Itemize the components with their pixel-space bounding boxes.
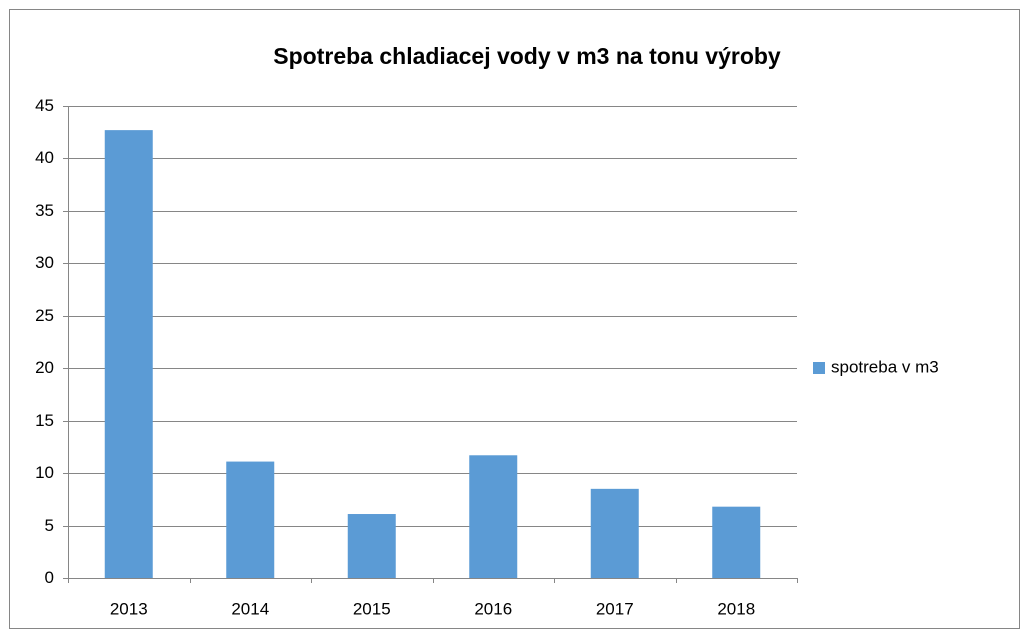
y-tick-label: 5 bbox=[45, 516, 54, 535]
y-tick-label: 40 bbox=[35, 148, 54, 167]
y-tick-label: 10 bbox=[35, 463, 54, 482]
bar bbox=[469, 455, 518, 578]
chart-title: Spotreba chladiacej vody v m3 na tonu vý… bbox=[273, 43, 781, 69]
x-tick-label: 2017 bbox=[596, 599, 634, 618]
x-tick-label: 2016 bbox=[474, 599, 512, 618]
x-tick-label: 2013 bbox=[110, 599, 148, 618]
legend-swatch bbox=[813, 362, 825, 374]
bar bbox=[226, 461, 275, 578]
y-tick-label: 30 bbox=[35, 253, 54, 272]
x-tick-label: 2018 bbox=[717, 599, 755, 618]
bar bbox=[104, 130, 153, 578]
y-tick-label: 25 bbox=[35, 306, 54, 325]
y-tick-label: 0 bbox=[45, 568, 54, 587]
legend-label: spotreba v m3 bbox=[831, 357, 939, 376]
y-tick-label: 20 bbox=[35, 358, 54, 377]
y-tick-label: 45 bbox=[35, 96, 54, 115]
bar bbox=[712, 506, 761, 578]
y-tick-label: 35 bbox=[35, 201, 54, 220]
bar bbox=[347, 514, 396, 578]
bar bbox=[590, 488, 639, 578]
y-tick-label: 15 bbox=[35, 411, 54, 430]
x-tick-label: 2014 bbox=[231, 599, 269, 618]
x-tick-label: 2015 bbox=[353, 599, 391, 618]
